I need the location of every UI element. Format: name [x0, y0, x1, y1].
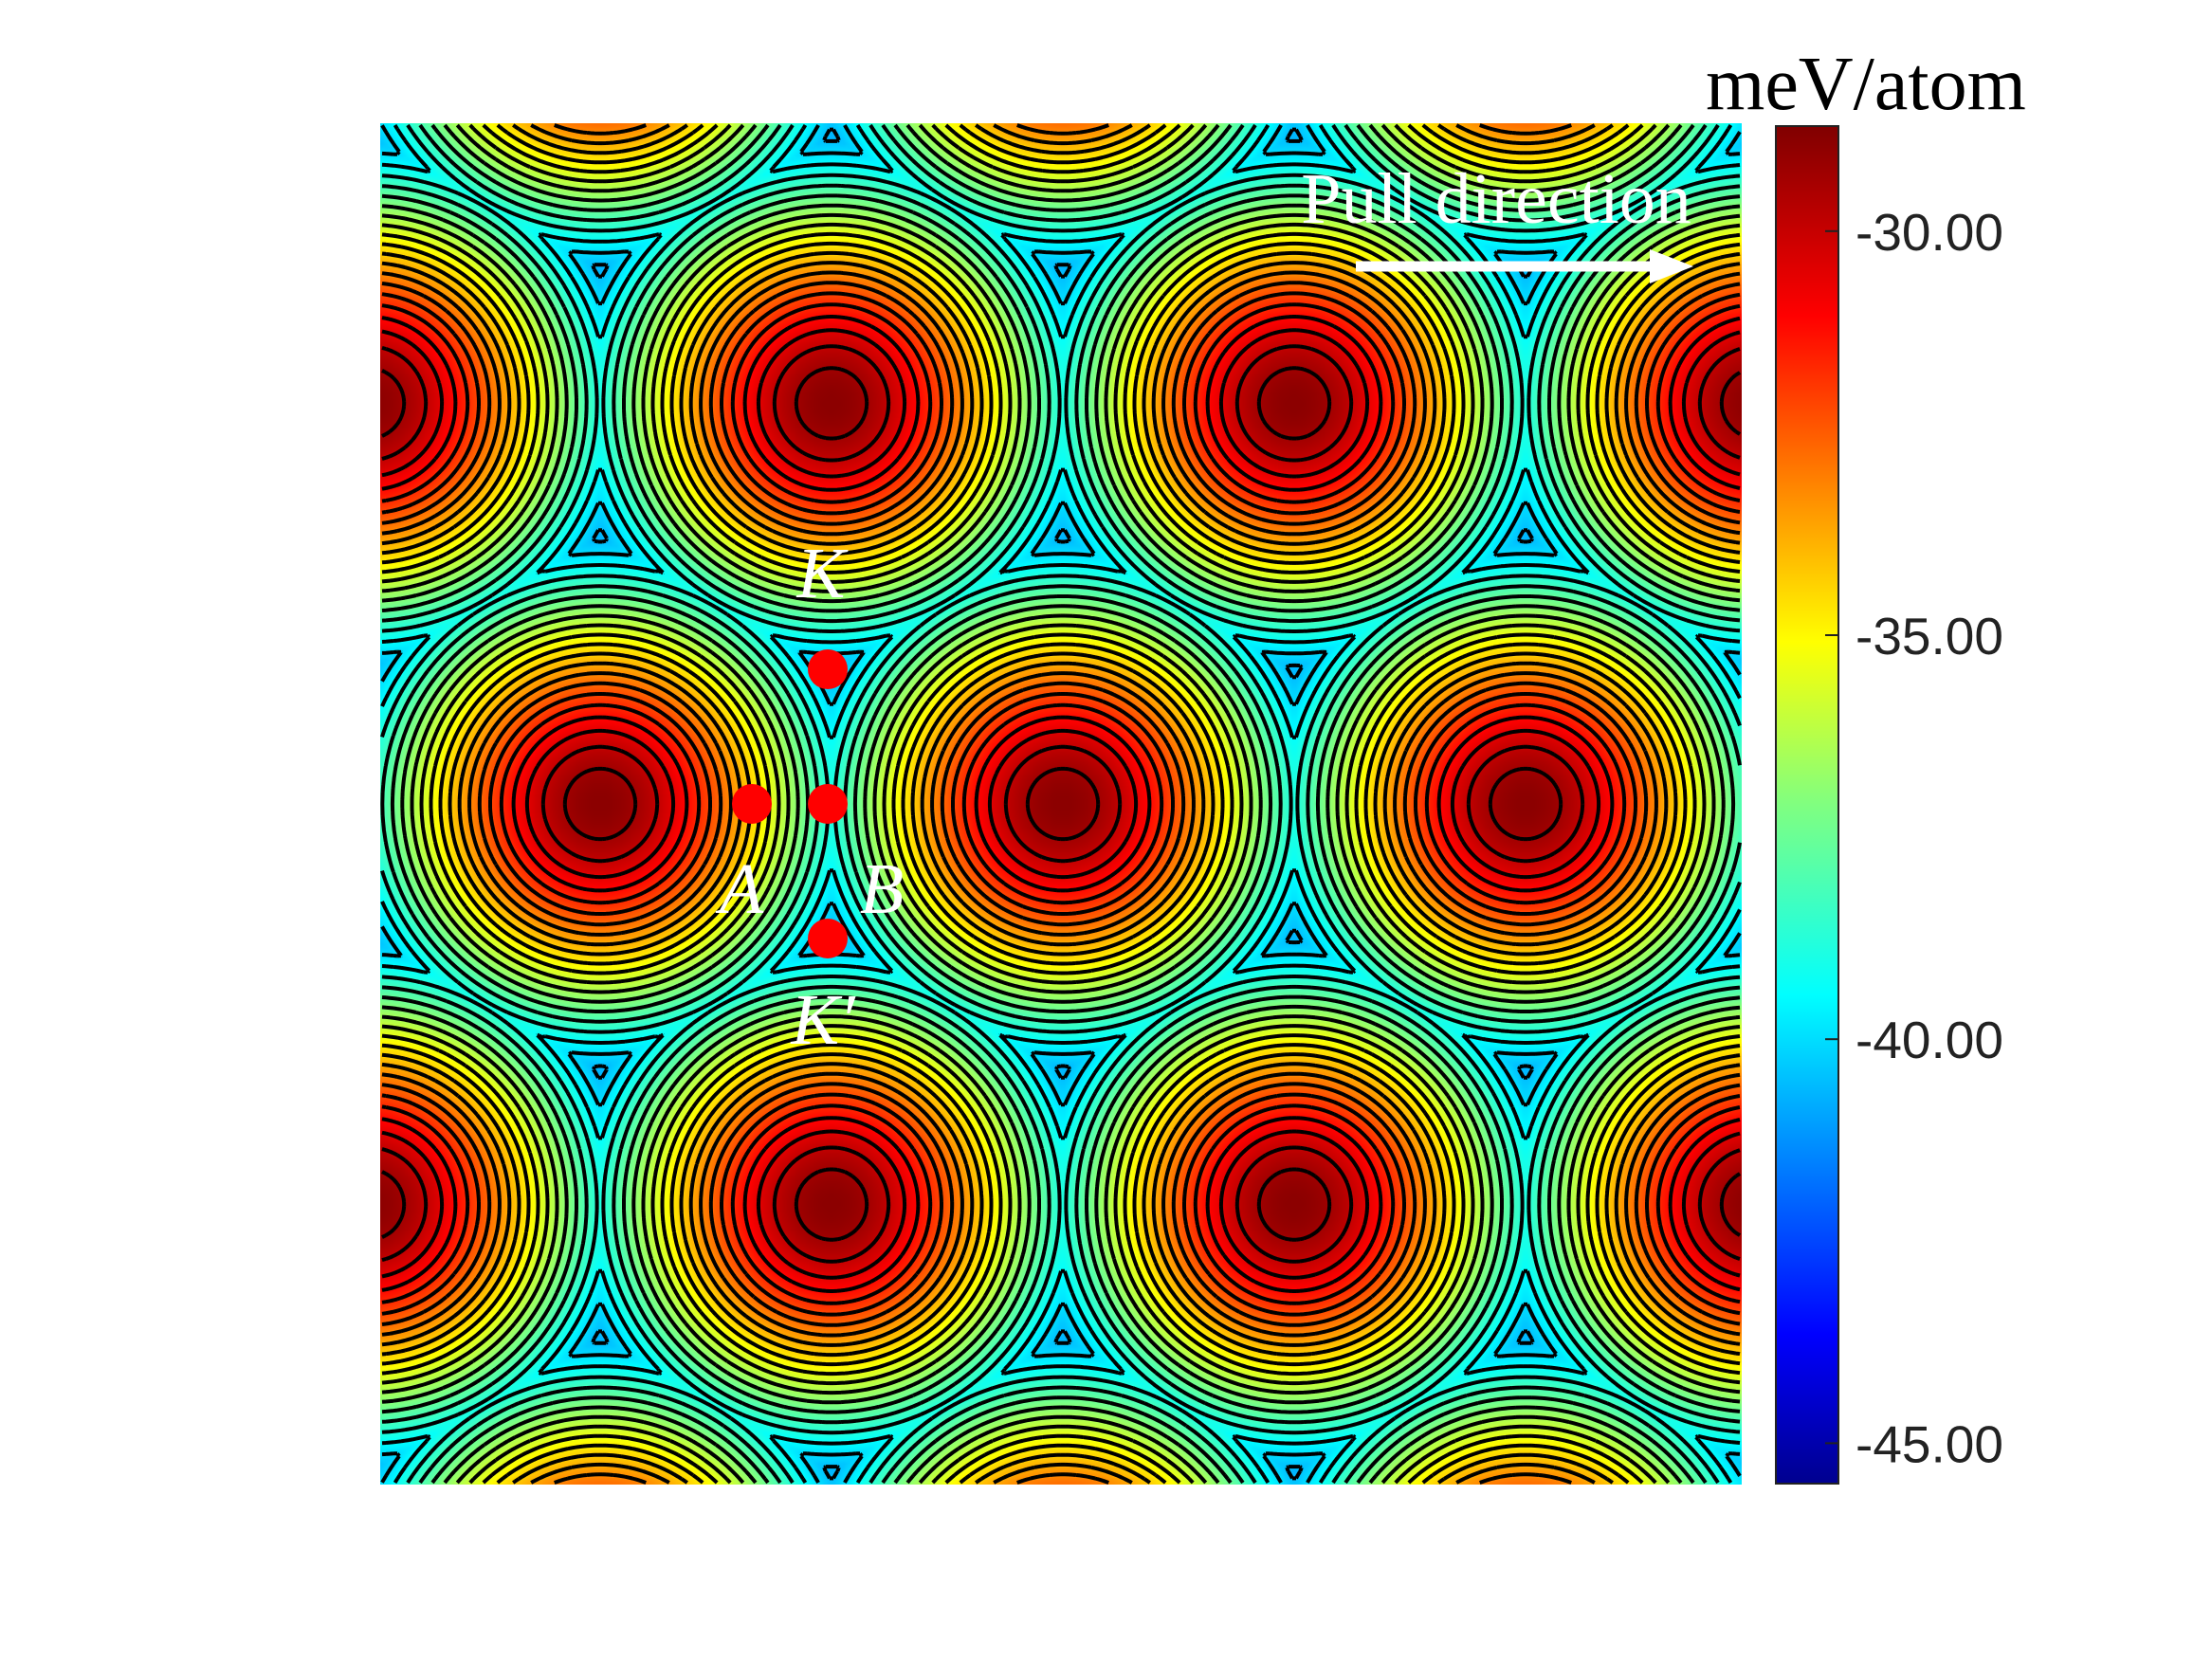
- contour-level-25: [381, 315, 1741, 1293]
- contour-level-21: [381, 123, 1741, 1485]
- contour-level-17: [381, 123, 1741, 1485]
- colorbar: meV/atom -30.00 -35.00 -40.00 -45.00: [1706, 43, 2026, 1485]
- colorbar-label: meV/atom: [1706, 43, 2026, 126]
- contour-lines: [380, 123, 1742, 1485]
- contour-level-26: [381, 328, 1741, 1280]
- pull-direction-arrow: [1356, 249, 1693, 283]
- point-k-prime-label: K′: [790, 980, 856, 1060]
- point-b-label: B: [860, 849, 904, 929]
- contour-level-27: [381, 344, 1741, 1264]
- colorbar-tick-label: -40.00: [1856, 1011, 2003, 1069]
- contour-level-16: [381, 123, 1741, 1485]
- colorbar-bar: [1775, 125, 1839, 1485]
- contour-level-22: [381, 281, 1741, 1327]
- contour-level-19: [381, 123, 1741, 1485]
- point-a-label: A: [715, 849, 764, 929]
- contour-level-10: [380, 123, 1742, 1485]
- point-a: [732, 784, 772, 824]
- colorbar-tick-label: -30.00: [1856, 203, 2003, 262]
- contour-level-15: [381, 123, 1741, 1485]
- point-b: [808, 784, 848, 824]
- colorbar-tick-label: -35.00: [1856, 607, 2003, 665]
- contour-level-18: [381, 123, 1741, 1485]
- pull-direction-label: Pull direction: [1301, 159, 1691, 239]
- contour-level-20: [381, 123, 1741, 1485]
- contour-level-28: [381, 366, 1742, 1242]
- contour-level-11: [380, 123, 1742, 1485]
- annotations: Pull direction K A B K′: [715, 159, 1693, 1060]
- point-k-prime: [808, 919, 848, 958]
- contour-level-12: [380, 123, 1742, 1485]
- contour-level-24: [381, 302, 1741, 1305]
- contour-level-9: [380, 124, 1742, 1484]
- contour-level-13: [381, 123, 1741, 1485]
- point-k-label: K: [796, 534, 849, 613]
- colorbar-ticks: -30.00 -35.00 -40.00 -45.00: [1825, 203, 2003, 1473]
- contour-level-14: [381, 123, 1741, 1485]
- contour-level-23: [381, 291, 1741, 1317]
- point-k: [808, 649, 848, 689]
- plot-area: [380, 123, 1742, 1485]
- colorbar-tick-label: -45.00: [1856, 1414, 2003, 1473]
